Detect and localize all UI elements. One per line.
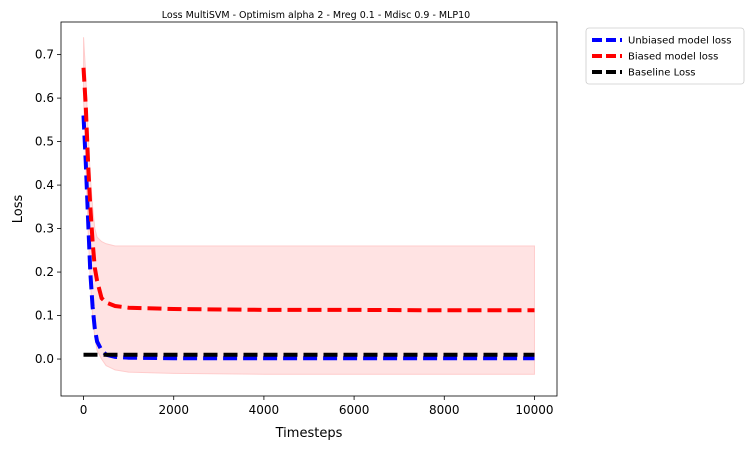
legend-frame	[585, 27, 745, 85]
y-tick-label: 0.6	[35, 91, 54, 105]
y-tick-label: 0.4	[35, 178, 54, 192]
series-line-1	[81, 67, 535, 313]
y-tick-label: 0.1	[35, 309, 54, 323]
plot-frame	[60, 21, 558, 397]
x-tick-label: 0	[80, 403, 88, 417]
plot-area	[81, 37, 535, 375]
series-line-0	[81, 115, 535, 361]
x-tick-label: 10000	[515, 403, 553, 417]
y-tick-label: 0.7	[35, 48, 54, 62]
legend-label-2: Baseline Loss	[628, 68, 696, 79]
legend: Unbiased model loss Biased model loss Base…	[585, 27, 745, 85]
x-tick-label: 8000	[429, 403, 460, 417]
x-tick-label: 6000	[339, 403, 370, 417]
axis-ticks: 0 2000 4000 6000 8000 10000 0.0 0.1 0.2 0.3 0.4 0.5…	[35, 48, 554, 417]
legend-label-0: Unbiased model loss	[628, 36, 731, 47]
x-axis-label: Timesteps	[275, 426, 343, 441]
chart-title: Loss MultiSVM - Optimism alpha 2 - Mreg …	[162, 10, 470, 21]
y-tick-label: 0.3	[35, 222, 54, 236]
x-tick-label: 2000	[158, 403, 189, 417]
y-tick-label: 0.5	[35, 135, 54, 149]
y-tick-label: 0.2	[35, 265, 54, 279]
loss-std-band	[83, 37, 535, 375]
y-axis-label: Loss	[11, 195, 26, 224]
legend-label-1: Biased model loss	[628, 52, 718, 63]
x-tick-label: 4000	[249, 403, 280, 417]
y-tick-label: 0.0	[35, 352, 54, 366]
